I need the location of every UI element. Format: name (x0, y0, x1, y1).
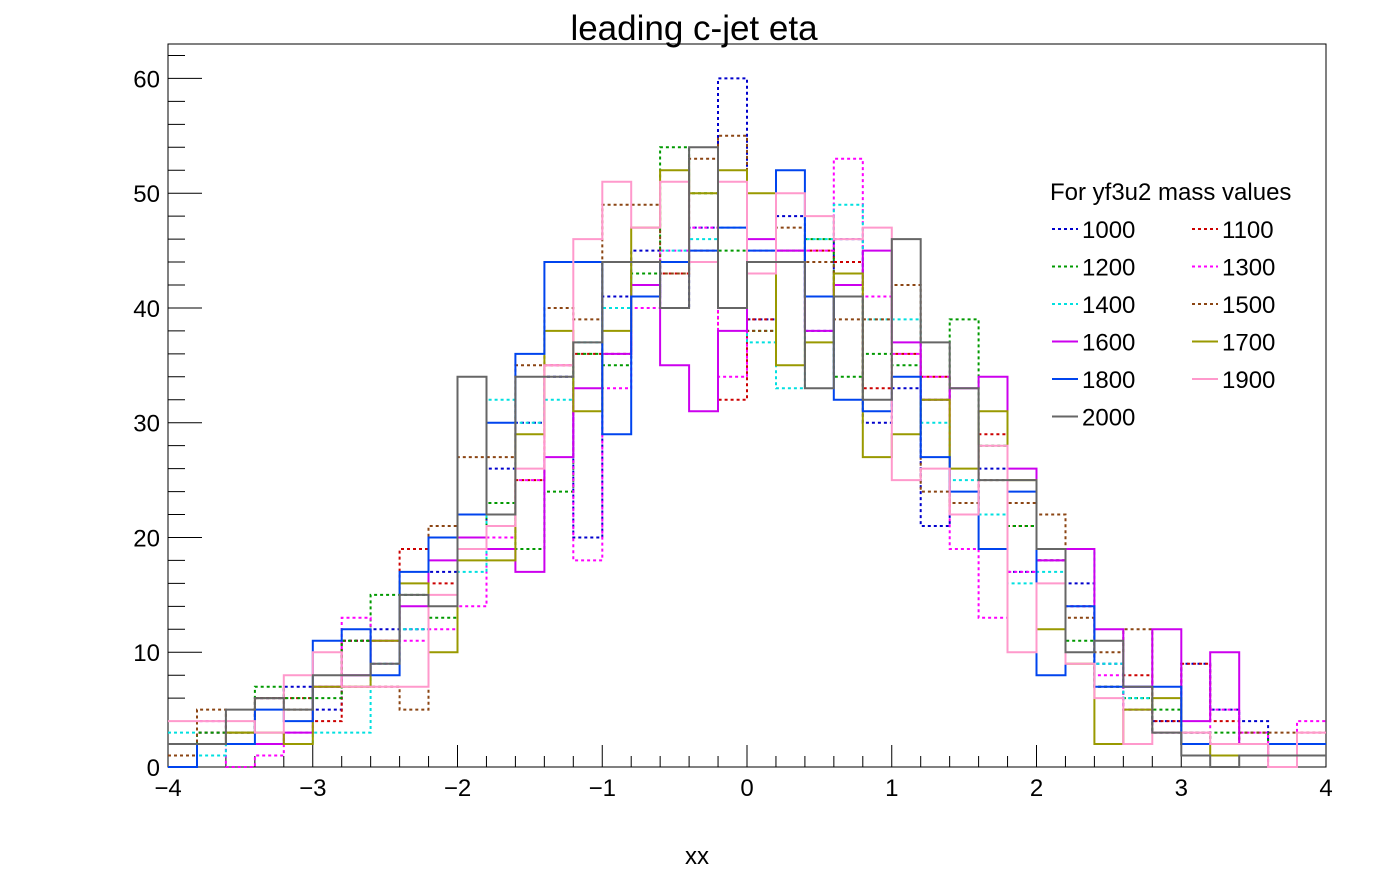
x-axis-label: xx (685, 843, 709, 870)
series-group (168, 77, 1326, 768)
legend-label: 1200 (1082, 255, 1135, 282)
legend-label: 1800 (1082, 367, 1135, 394)
series-line-2000 (168, 146, 1326, 768)
legend-label: 1500 (1222, 292, 1275, 319)
y-tick-label: 30 (133, 411, 160, 438)
legend-label: 1900 (1222, 367, 1275, 394)
x-tick-label: 3 (1175, 775, 1188, 802)
series-line-1900 (168, 180, 1326, 768)
legend-label: 1700 (1222, 330, 1275, 357)
legend-label: 1600 (1082, 330, 1135, 357)
x-tick-label: −3 (299, 775, 326, 802)
y-tick-label: 0 (147, 755, 160, 782)
legend-label: 1100 (1222, 217, 1274, 244)
y-tick-label: 60 (133, 66, 160, 93)
x-tick-label: 2 (1030, 775, 1043, 802)
legend-label: 1000 (1082, 217, 1135, 244)
x-axis: −4 −3 −2 −1 0 1 2 3 4 (154, 745, 1333, 802)
x-tick-label: 0 (740, 775, 753, 802)
x-tick-label: −2 (444, 775, 471, 802)
y-axis: 0 10 20 30 40 50 60 (133, 54, 202, 782)
legend-title: For yf3u2 mass values (1050, 179, 1291, 206)
y-tick-label: 20 (133, 525, 160, 552)
y-tick-label: 10 (133, 640, 160, 667)
x-tick-label: 4 (1319, 775, 1332, 802)
chart-title: leading c-jet eta (570, 9, 818, 48)
y-tick-label: 40 (133, 296, 160, 323)
legend: For yf3u2 mass values 1000 1100 1200 1300 14… (1050, 179, 1291, 432)
legend-label: 1300 (1222, 255, 1275, 282)
legend-label: 2000 (1082, 405, 1135, 432)
y-tick-label: 50 (133, 181, 160, 208)
x-tick-label: 1 (885, 775, 898, 802)
x-tick-label: −1 (589, 775, 616, 802)
x-tick-label: −4 (154, 775, 181, 802)
legend-label: 1400 (1082, 292, 1135, 319)
